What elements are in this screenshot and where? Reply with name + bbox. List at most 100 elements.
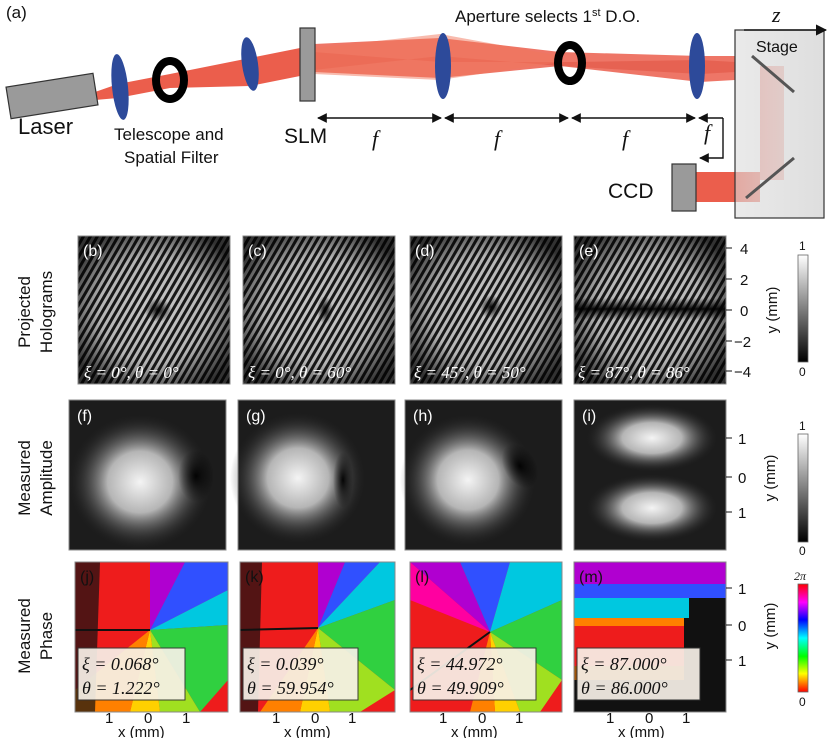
focal-length-2: f [494,126,503,151]
phase-tag-l: (l) [415,569,429,586]
row-label-amplitude-2: Amplitude [37,440,56,516]
phase-tag-k: (k) [245,569,264,586]
hologram-panel-b [77,235,231,385]
x-axis-k: 1 0 1 x (mm) [272,710,356,738]
amplitude-panel-f [68,399,227,551]
x-tick-l-3: 1 [515,710,523,727]
hologram-y-tick-2: 2 [740,272,748,289]
amplitude-panel-h [400,399,563,551]
hologram-y-tick-5: −4 [734,364,751,381]
x-tick-l-1: 1 [439,710,447,727]
hologram-caption-b: ξ = 0°, θ = 0° [84,363,179,382]
x-tick-m-1: 1 [606,710,614,727]
x-tick-m-2: 0 [645,710,653,727]
x-axis-l: 1 0 1 x (mm) [439,710,523,738]
phase-xi-l: ξ = 44.972° [417,654,503,674]
amplitude-tag-i: (i) [582,408,596,425]
amplitude-y-tick-2: 0 [738,470,746,487]
amplitude-colorbar: 1 0 [797,419,809,558]
phase-theta-j: θ = 1.222° [82,678,160,698]
hologram-panel-c [242,235,396,385]
panel-a-setup: (a) Stage z Laser SLM Telescope [5,2,828,219]
phase-xi-j: ξ = 0.068° [82,654,159,674]
row-label-holograms-1: Projected [15,276,34,348]
phase-label-box-k [242,647,359,701]
x-tick-k-2: 0 [311,710,319,727]
hologram-y-tick-1: 4 [740,241,748,258]
phase-y-tick-2: 0 [738,618,746,635]
phase-label-box-l [412,647,537,701]
hologram-tag-b: (b) [83,243,103,260]
hologram-y-label: y (mm) [764,287,781,334]
x-label-l: x (mm) [451,724,498,738]
amplitude-y-axis: 1 0 1 y (mm) [726,431,779,522]
phase-theta-l: θ = 49.909° [417,678,504,698]
phase-tag-m: (m) [579,569,603,586]
x-label-k: x (mm) [284,724,331,738]
hologram-colorbar-top: 1 [799,239,806,253]
amplitude-panel-i [573,399,727,551]
row-label-amplitude-1: Measured [15,440,34,516]
laser-body [5,72,99,120]
stage-mirror-top [751,54,795,94]
x-tick-k-1: 1 [272,710,280,727]
phase-y-tick-1: 1 [738,581,746,598]
phase-theta-k: θ = 59.954° [247,678,334,698]
amplitude-panel-g [230,399,396,551]
phase-row: (j) (k) (l) (m) ξ = 0.068° θ = 1.222° ξ … [74,561,809,738]
fourier-lens-2 [689,33,705,99]
stage-box [734,29,825,219]
phase-tag-j: (j) [80,569,94,586]
x-label-j: x (mm) [118,724,165,738]
z-label: z [771,2,781,27]
aperture-label: Aperture selects 1st D.O. [455,7,640,26]
phase-label-box-m [576,647,701,701]
phase-xi-m: ξ = 87.000° [581,654,667,674]
amplitude-tag-h: (h) [413,408,433,425]
amplitude-colorbar-top: 1 [799,419,806,433]
amplitude-tag-g: (g) [246,408,266,425]
phase-xi-k: ξ = 0.039° [247,654,324,674]
hologram-row: (b) (c) (d) (e) ξ = 0°, θ = 0° ξ = 0°, θ… [77,235,809,385]
diffraction-order-aperture [554,41,586,85]
telescope-lens-2 [241,37,259,91]
x-tick-l-2: 0 [478,710,486,727]
phase-y-tick-3: 1 [738,653,746,670]
phase-y-axis: 1 0 1 y (mm) [726,581,779,670]
x-tick-m-3: 1 [682,710,690,727]
hologram-colorbar-bottom: 0 [799,365,806,379]
amplitude-y-tick-1: 1 [738,431,746,448]
ccd-device [671,163,697,212]
telescope-label-2: Spatial Filter [124,148,219,167]
x-tick-j-1: 1 [105,710,113,727]
phase-y-label: y (mm) [762,603,779,650]
phase-colorbar-bottom: 0 [799,695,806,709]
panel-a-tag: (a) [6,3,27,22]
fourier-lens-1 [435,33,451,99]
hologram-caption-e: ξ = 87°, θ = 86° [578,363,690,382]
hologram-y-axis: 4 2 0 −2 −4 y (mm) [726,241,781,381]
x-label-m: x (mm) [618,724,665,738]
hologram-caption-d: ξ = 45°, θ = 50° [414,363,526,382]
hologram-panel-e [573,235,727,385]
x-tick-k-3: 1 [348,710,356,727]
x-axis-j: 1 0 1 x (mm) [105,710,190,738]
phase-colorbar: 2π 0 [794,569,809,709]
slm-device [299,27,316,102]
stage-label: Stage [756,39,798,56]
x-tick-j-3: 1 [182,710,190,727]
row-label-holograms-2: Holograms [37,271,56,353]
hologram-y-tick-4: −2 [734,334,751,351]
ccd-label: CCD [608,180,654,203]
amplitude-y-tick-3: 1 [738,505,746,522]
amplitude-y-label: y (mm) [762,455,779,502]
focal-length-4: f [704,120,713,145]
focal-arrow-4-bend [699,118,724,163]
hologram-tag-c: (c) [248,243,267,260]
slm-label: SLM [284,125,327,148]
amplitude-colorbar-bottom: 0 [799,544,806,558]
phase-label-box-j [77,647,186,701]
x-axis-m: 1 0 1 x (mm) [606,710,690,738]
x-tick-j-2: 0 [144,710,152,727]
